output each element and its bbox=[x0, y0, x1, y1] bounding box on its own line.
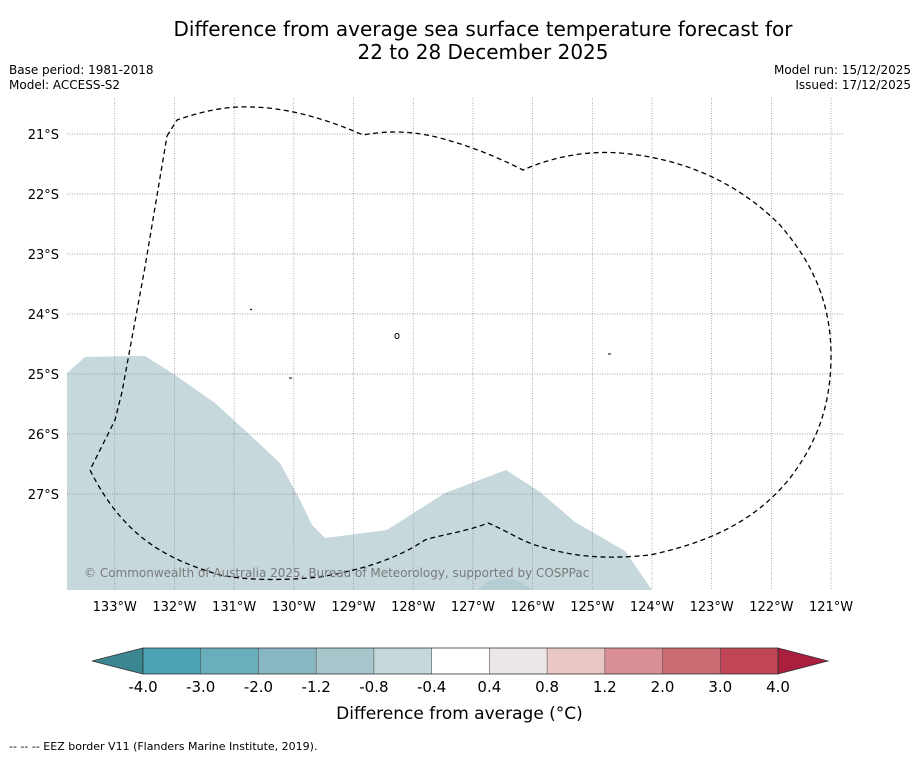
meta-right: Model run: 15/12/2025 Issued: 17/12/2025 bbox=[774, 63, 911, 93]
eez-border bbox=[89, 106, 832, 581]
longitude-label: 125°W bbox=[570, 600, 614, 615]
colorbar-tick-label: 0.8 bbox=[535, 678, 559, 696]
meta-left: Base period: 1981-2018 Model: ACCESS-S2 bbox=[9, 63, 154, 93]
longitude-label: 123°W bbox=[690, 600, 734, 615]
title-line-2: 22 to 28 December 2025 bbox=[357, 40, 609, 64]
colorbar-tick-label: 1.2 bbox=[592, 678, 617, 696]
eez-footnote: -- -- -- EEZ border V11 (Flanders Marine… bbox=[9, 740, 318, 753]
island-marker bbox=[394, 333, 400, 339]
longitude-label: 133°W bbox=[93, 600, 137, 615]
colorbar-bin bbox=[604, 648, 664, 674]
longitude-label: 124°W bbox=[630, 600, 674, 615]
latitude-gridlines bbox=[67, 133, 843, 495]
longitude-gridlines bbox=[114, 98, 832, 590]
longitude-label: 122°W bbox=[749, 600, 793, 615]
colorbar-tick-label: -2.0 bbox=[243, 678, 274, 696]
colorbar-under-triangle bbox=[91, 647, 144, 675]
model-name: Model: ACCESS-S2 bbox=[9, 78, 121, 92]
colorbar-title: Difference from average (°C) bbox=[336, 704, 583, 724]
longitude-label: 121°W bbox=[809, 600, 853, 615]
colorbar-tick-label: -4.0 bbox=[128, 678, 158, 696]
colorbar-bin bbox=[547, 648, 606, 674]
latitude-label: 23°S bbox=[28, 248, 59, 263]
colorbar-tick-label: 0.4 bbox=[477, 678, 502, 696]
colorbar-tick-label: -3.0 bbox=[186, 678, 216, 696]
colorbar bbox=[91, 647, 830, 675]
model-run-date: Model run: 15/12/2025 bbox=[773, 63, 911, 77]
chart-title: Difference from average sea surface temp… bbox=[0, 18, 919, 64]
latitude-label: 27°S bbox=[28, 488, 59, 503]
colorbar-bin bbox=[489, 648, 548, 674]
longitude-labels: 133°W 132°W 131°W 130°W 129°W 128°W 127°W 126°W… bbox=[93, 600, 854, 615]
colorbar-bin bbox=[720, 648, 779, 674]
colorbar-tick-label: -1.2 bbox=[301, 678, 331, 696]
colorbar-bin bbox=[373, 648, 433, 674]
latitude-label: 25°S bbox=[28, 368, 59, 383]
longitude-label: 127°W bbox=[451, 600, 495, 615]
colorbar-over-triangle bbox=[777, 647, 830, 675]
latitude-label: 26°S bbox=[28, 428, 59, 443]
colorbar-tick-label: 4.0 bbox=[766, 678, 790, 696]
longitude-label: 130°W bbox=[272, 600, 316, 615]
title-line-1: Difference from average sea surface temp… bbox=[173, 17, 793, 41]
island-marker bbox=[249, 308, 253, 311]
anomaly-region-bottom bbox=[478, 577, 532, 590]
latitude-label: 21°S bbox=[28, 128, 59, 143]
colorbar-tick-label: 3.0 bbox=[708, 678, 733, 696]
latitude-label: 24°S bbox=[28, 308, 59, 323]
longitude-label: 126°W bbox=[511, 600, 555, 615]
colorbar-tick-label: -0.4 bbox=[416, 678, 447, 696]
colorbar-bin bbox=[316, 648, 375, 674]
colorbar-frame bbox=[142, 647, 779, 675]
longitude-label: 129°W bbox=[331, 600, 375, 615]
colorbar-bin bbox=[258, 648, 317, 674]
map-plot-area: © Commonwealth of Australia 2025, Bureau… bbox=[67, 98, 843, 590]
colorbar-tick-label: 2.0 bbox=[650, 678, 675, 696]
longitude-label: 132°W bbox=[152, 600, 196, 615]
colorbar-bin bbox=[431, 648, 490, 674]
colorbar-bins bbox=[143, 648, 779, 674]
anomaly-region bbox=[67, 356, 652, 590]
latitude-labels: 21°S 22°S 23°S 24°S 25°S 26°S 27°S bbox=[28, 128, 59, 503]
base-period: Base period: 1981-2018 bbox=[9, 63, 154, 77]
colorbar-bin bbox=[662, 648, 721, 674]
colorbar-bin bbox=[143, 648, 202, 674]
colorbar-tick-label: -0.8 bbox=[359, 678, 389, 696]
copyright-text: © Commonwealth of Australia 2025, Bureau… bbox=[84, 566, 589, 580]
issued-date: Issued: 17/12/2025 bbox=[795, 78, 911, 92]
longitude-label: 131°W bbox=[212, 600, 256, 615]
colorbar-bin bbox=[200, 648, 259, 674]
latitude-label: 22°S bbox=[28, 188, 59, 203]
longitude-label: 128°W bbox=[391, 600, 435, 615]
